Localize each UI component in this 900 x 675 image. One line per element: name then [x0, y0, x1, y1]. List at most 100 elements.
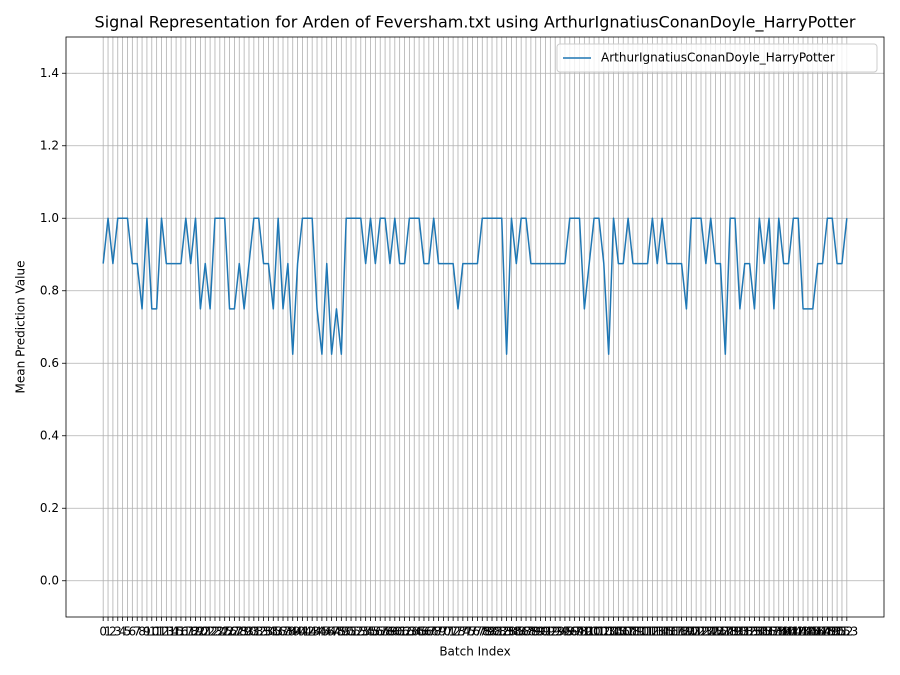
- x-tick-label: 95: [557, 625, 572, 639]
- plot-frame: [65, 36, 885, 618]
- x-tick-label: 150: [821, 625, 844, 639]
- x-tick-label: 153: [835, 625, 858, 639]
- x-tick-label: 35: [266, 625, 281, 639]
- x-tick-label: 43: [305, 625, 320, 639]
- x-tick-label: 50: [339, 625, 354, 639]
- x-tick-label: 87: [518, 625, 533, 639]
- x-tick-label: 44: [309, 625, 324, 639]
- y-tick-label: 0.0: [40, 573, 59, 587]
- x-tick-label: 25: [217, 625, 232, 639]
- x-tick-label: 124: [694, 625, 717, 639]
- x-tick-label: 78: [475, 625, 490, 639]
- x-tick-label: 19: [188, 625, 203, 639]
- x-tick-label: 74: [455, 625, 470, 639]
- y-tick-label: 0.2: [40, 501, 59, 515]
- x-tick-label: 101: [583, 625, 606, 639]
- x-tick-label: 12: [154, 625, 169, 639]
- x-tick-label: 69: [431, 625, 446, 639]
- x-tick-label: 55: [363, 625, 378, 639]
- x-tick-label: 3: [114, 625, 122, 639]
- x-tick-label: 16: [173, 625, 188, 639]
- x-tick-label: 34: [261, 625, 276, 639]
- x-tick-label: 37: [275, 625, 290, 639]
- x-tick-label: 10: [144, 625, 159, 639]
- x-tick-label: 36: [271, 625, 286, 639]
- x-tick-label: 22: [202, 625, 217, 639]
- x-tick-label: 53: [353, 625, 368, 639]
- x-tick-label: 49: [334, 625, 349, 639]
- x-tick-label: 77: [470, 625, 485, 639]
- legend: ArthurIgnatiusConanDoyle_HarryPotter: [556, 43, 878, 73]
- x-tick-label: 58: [377, 625, 392, 639]
- x-tick-label: 65: [411, 625, 426, 639]
- x-tick-label: 85: [509, 625, 524, 639]
- line: [102, 217, 848, 355]
- x-tick-label: 47: [324, 625, 339, 639]
- x-tick-label: 106: [607, 625, 630, 639]
- x-tick-label: 7: [133, 625, 141, 639]
- x-tick-label: 88: [523, 625, 538, 639]
- x-tick-label: 109: [622, 625, 645, 639]
- x-tick-label: 135: [748, 625, 771, 639]
- x-tick-label: 103: [592, 625, 615, 639]
- x-tick-label: 11: [149, 625, 164, 639]
- x-tick-label: 32: [251, 625, 266, 639]
- x-tick-label: 67: [421, 625, 436, 639]
- x-tick-label: 125: [699, 625, 722, 639]
- x-tick-label: 100: [578, 625, 601, 639]
- x-tick-label: 107: [612, 625, 635, 639]
- x-tick-label: 2: [109, 625, 117, 639]
- x-tick-label: 28: [232, 625, 247, 639]
- x-tick-label: 64: [407, 625, 422, 639]
- x-tick-label: 82: [494, 625, 509, 639]
- chart-title: Signal Representation for Arden of Fever…: [95, 13, 856, 33]
- legend-label: ArthurIgnatiusConanDoyle_HarryPotter: [601, 51, 835, 65]
- y-tick-label: 0.8: [40, 283, 59, 297]
- x-tick-label: 52: [348, 625, 363, 639]
- x-tick-label: 8: [138, 625, 146, 639]
- x-tick-label: 141: [777, 625, 800, 639]
- x-tick-label: 73: [450, 625, 465, 639]
- x-tick-label: 45: [314, 625, 329, 639]
- x-tick-label: 83: [499, 625, 514, 639]
- legend-box: [556, 43, 878, 73]
- x-tick-label: 63: [402, 625, 417, 639]
- x-tick-label: 94: [552, 625, 567, 639]
- x-tick-label: 57: [373, 625, 388, 639]
- x-tick-label: 99: [577, 625, 592, 639]
- x-tick-label: 62: [397, 625, 412, 639]
- y-axis-label: Mean Prediction Value: [14, 261, 28, 394]
- x-tick-label: 142: [782, 625, 805, 639]
- x-tick-label: 90: [533, 625, 548, 639]
- x-tick-label: 122: [685, 625, 708, 639]
- x-tick-label: 9: [143, 625, 151, 639]
- x-tick-label: 113: [641, 625, 664, 639]
- x-tick-label: 114: [646, 625, 669, 639]
- x-tick-label: 102: [587, 625, 610, 639]
- x-tick-label: 39: [285, 625, 300, 639]
- x-tick-label: 152: [831, 625, 854, 639]
- x-tick-label: 116: [656, 625, 679, 639]
- x-tick-label: 38: [280, 625, 295, 639]
- x-tick-label: 6: [129, 625, 137, 639]
- x-tick-label: 23: [207, 625, 222, 639]
- x-tick-label: 1: [104, 625, 112, 639]
- x-tick-label: 123: [690, 625, 713, 639]
- x-tick-label: 70: [436, 625, 451, 639]
- x-tick-label: 24: [212, 625, 227, 639]
- x-tick-label: 56: [368, 625, 383, 639]
- x-tick-label: 148: [811, 625, 834, 639]
- y-tick-label: 1.0: [40, 211, 59, 225]
- x-tick-label: 117: [660, 625, 683, 639]
- x-tick-label: 13: [159, 625, 174, 639]
- x-tick-label: 139: [767, 625, 790, 639]
- x-tick-label: 31: [246, 625, 261, 639]
- x-tick-label: 80: [484, 625, 499, 639]
- x-tick-label: 131: [728, 625, 751, 639]
- x-axis-label: Batch Index: [439, 645, 510, 659]
- x-tick-label: 112: [636, 625, 659, 639]
- x-tick-label: 51: [343, 625, 358, 639]
- x-tick-label: 21: [198, 625, 213, 639]
- x-tick-label: 97: [567, 625, 582, 639]
